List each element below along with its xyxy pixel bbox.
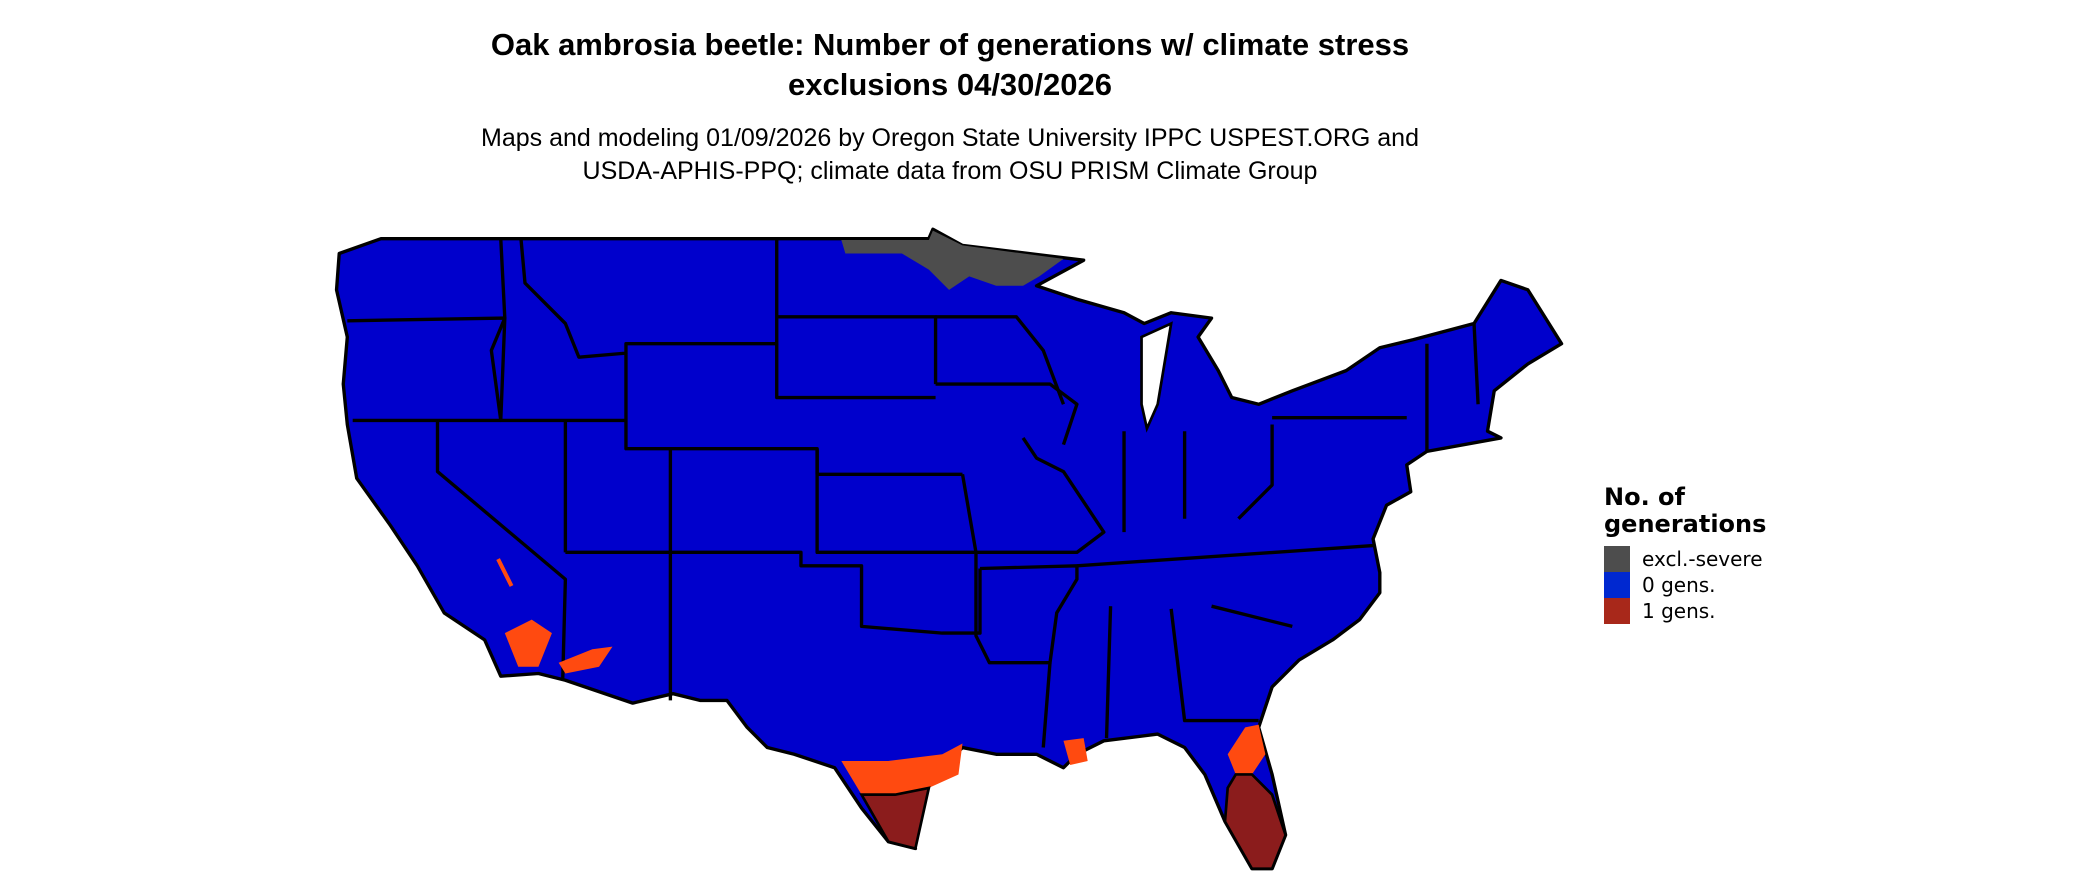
state-borders [347, 238, 1480, 748]
legend-swatch [1604, 572, 1630, 598]
legend-swatch [1604, 598, 1630, 624]
one-gen-texas-light [841, 743, 963, 795]
one-gen-florida-light [1227, 724, 1266, 775]
legend-label: 1 gens. [1642, 599, 1716, 623]
one-gen-louisiana [1063, 738, 1088, 766]
map-title-line1: Oak ambrosia beetle: Number of generatio… [490, 27, 1410, 62]
legend: No. of generations excl.-severe 0 gens. … [1604, 484, 1766, 624]
map-subtitle-line1: Maps and modeling 01/09/2026 by Oregon S… [481, 124, 1419, 152]
excluded-region-mn [841, 230, 1064, 290]
lake-michigan [1140, 321, 1173, 433]
legend-item-0-gens: 0 gens. [1604, 572, 1766, 598]
legend-swatch [1604, 546, 1630, 572]
legend-item-excluded: excl.-severe [1604, 546, 1766, 572]
conus-region [334, 227, 1564, 871]
one-gen-texas-dark [859, 786, 931, 851]
map-subtitle-line2: USDA-APHIS-PPQ; climate data from OSU PR… [582, 157, 1318, 185]
one-gen-arizona [558, 646, 613, 674]
legend-label: 0 gens. [1642, 573, 1716, 597]
legend-title-line1: No. of [1604, 483, 1685, 511]
one-gen-california-strip [496, 558, 514, 587]
legend-label: excl.-severe [1642, 547, 1763, 571]
legend-title-line2: generations [1604, 510, 1767, 538]
map-title-line2: exclusions 04/30/2026 [787, 67, 1112, 102]
legend-item-1-gens: 1 gens. [1604, 598, 1766, 624]
one-gen-florida-dark [1223, 773, 1288, 871]
one-gen-california [504, 619, 552, 667]
